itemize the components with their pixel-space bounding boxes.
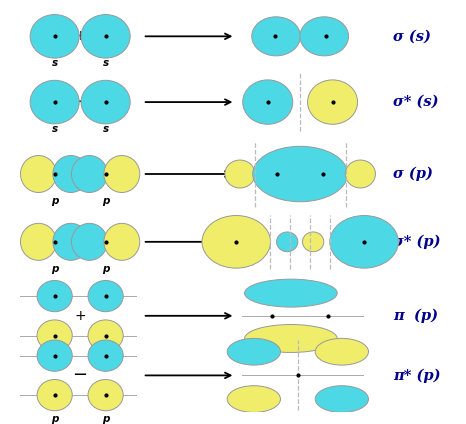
Text: s: s xyxy=(52,124,58,134)
Ellipse shape xyxy=(88,340,123,371)
Text: +: + xyxy=(74,167,86,181)
Ellipse shape xyxy=(88,320,123,351)
Text: π  (p): π (p) xyxy=(393,309,438,323)
Text: p: p xyxy=(102,414,110,424)
Ellipse shape xyxy=(30,80,79,124)
Text: +: + xyxy=(74,309,86,323)
Ellipse shape xyxy=(71,223,107,260)
Ellipse shape xyxy=(37,320,72,351)
Ellipse shape xyxy=(300,17,349,56)
Ellipse shape xyxy=(37,280,72,312)
Text: −: − xyxy=(73,93,88,111)
Text: p: p xyxy=(102,354,110,364)
Text: σ (p): σ (p) xyxy=(393,167,433,181)
Ellipse shape xyxy=(53,156,89,192)
Ellipse shape xyxy=(88,379,123,411)
Ellipse shape xyxy=(37,340,72,371)
Text: p: p xyxy=(51,264,58,273)
Ellipse shape xyxy=(53,223,89,260)
Text: +: + xyxy=(74,29,86,43)
Ellipse shape xyxy=(21,223,56,260)
Ellipse shape xyxy=(253,146,348,202)
Ellipse shape xyxy=(104,156,140,192)
Text: s: s xyxy=(103,124,109,134)
Text: σ* (p): σ* (p) xyxy=(393,234,440,249)
Text: s: s xyxy=(52,58,58,68)
Text: σ (s): σ (s) xyxy=(393,29,431,43)
Ellipse shape xyxy=(104,223,140,260)
Text: p: p xyxy=(102,264,110,273)
Ellipse shape xyxy=(308,80,357,124)
Text: −: − xyxy=(73,366,88,385)
Ellipse shape xyxy=(243,80,293,124)
Ellipse shape xyxy=(315,338,369,365)
Text: s: s xyxy=(103,58,109,68)
Ellipse shape xyxy=(330,215,398,268)
Ellipse shape xyxy=(276,232,298,252)
Text: π* (p): π* (p) xyxy=(393,368,440,382)
Text: σ* (s): σ* (s) xyxy=(393,95,439,109)
Ellipse shape xyxy=(315,386,369,413)
Ellipse shape xyxy=(345,160,376,188)
Text: −: − xyxy=(73,233,88,251)
Ellipse shape xyxy=(252,17,301,56)
Text: p: p xyxy=(102,196,110,206)
Ellipse shape xyxy=(88,280,123,312)
Ellipse shape xyxy=(225,160,255,188)
Ellipse shape xyxy=(245,279,337,307)
Ellipse shape xyxy=(227,386,281,413)
Ellipse shape xyxy=(302,232,324,252)
Ellipse shape xyxy=(71,156,107,192)
Text: p: p xyxy=(51,414,58,424)
Text: p: p xyxy=(51,354,58,364)
Ellipse shape xyxy=(245,324,337,352)
Ellipse shape xyxy=(30,14,79,58)
Ellipse shape xyxy=(37,379,72,411)
Ellipse shape xyxy=(227,338,281,365)
Text: p: p xyxy=(51,196,58,206)
Ellipse shape xyxy=(81,14,130,58)
Ellipse shape xyxy=(81,80,130,124)
Ellipse shape xyxy=(202,215,271,268)
Ellipse shape xyxy=(21,156,56,192)
